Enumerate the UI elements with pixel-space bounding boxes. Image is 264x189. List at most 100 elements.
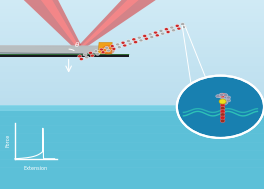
Bar — [0, 38, 264, 41]
Bar — [0, 44, 264, 47]
Bar — [0, 148, 264, 151]
Bar — [0, 136, 264, 139]
Circle shape — [117, 46, 121, 49]
Bar — [0, 145, 264, 148]
Bar — [0, 35, 264, 38]
Bar — [0, 170, 264, 173]
Bar — [0, 69, 264, 72]
Circle shape — [137, 36, 141, 39]
Circle shape — [116, 43, 120, 46]
Circle shape — [128, 42, 132, 45]
Bar — [0, 105, 264, 111]
Bar — [0, 88, 264, 91]
Circle shape — [99, 48, 103, 51]
Circle shape — [110, 45, 114, 47]
Bar — [0, 76, 264, 79]
Polygon shape — [41, 0, 81, 49]
Circle shape — [177, 76, 264, 138]
Bar — [0, 151, 264, 154]
Circle shape — [159, 29, 163, 32]
Circle shape — [88, 51, 92, 54]
Bar — [0, 129, 264, 132]
Circle shape — [219, 93, 224, 96]
Circle shape — [150, 36, 154, 39]
Circle shape — [155, 34, 159, 37]
Bar — [0, 186, 264, 189]
Bar — [0, 180, 264, 183]
Circle shape — [78, 55, 82, 58]
Bar — [0, 72, 264, 76]
Circle shape — [154, 31, 158, 34]
Bar — [0, 157, 264, 161]
Bar — [0, 54, 129, 57]
Bar — [0, 28, 264, 32]
Circle shape — [220, 119, 225, 122]
Circle shape — [226, 99, 230, 102]
Bar — [0, 22, 264, 25]
Bar — [0, 173, 264, 176]
Bar — [0, 79, 264, 82]
Circle shape — [224, 94, 228, 97]
Circle shape — [166, 31, 170, 33]
Bar — [0, 25, 264, 28]
Bar — [0, 19, 264, 22]
Bar — [0, 167, 264, 170]
Circle shape — [94, 50, 98, 53]
Circle shape — [175, 24, 179, 27]
Circle shape — [139, 39, 143, 42]
Bar — [0, 142, 264, 145]
Text: $\theta$: $\theta$ — [74, 40, 80, 49]
Circle shape — [172, 29, 176, 32]
Bar — [0, 113, 264, 117]
Circle shape — [220, 104, 225, 107]
Circle shape — [85, 56, 89, 59]
Bar — [0, 123, 264, 126]
Bar — [0, 107, 264, 110]
Circle shape — [121, 41, 125, 44]
Polygon shape — [0, 45, 111, 54]
Circle shape — [148, 33, 152, 36]
Polygon shape — [75, 0, 156, 49]
Bar — [0, 32, 264, 35]
Bar — [0, 94, 264, 98]
Circle shape — [220, 107, 225, 110]
Bar — [0, 66, 264, 69]
Circle shape — [102, 45, 115, 55]
Bar — [0, 6, 264, 9]
Bar — [0, 161, 264, 164]
Circle shape — [123, 44, 127, 47]
Circle shape — [112, 47, 116, 50]
Bar — [0, 120, 264, 123]
Bar — [0, 60, 264, 63]
Bar — [0, 154, 264, 157]
Circle shape — [134, 41, 138, 43]
Circle shape — [226, 96, 230, 99]
Circle shape — [177, 27, 181, 30]
Bar — [0, 16, 264, 19]
Polygon shape — [24, 0, 83, 49]
Circle shape — [220, 116, 225, 119]
Bar — [0, 13, 264, 16]
Text: Force: Force — [6, 134, 11, 147]
Bar — [0, 0, 264, 3]
Bar — [0, 104, 264, 107]
Polygon shape — [78, 0, 139, 49]
Bar — [0, 126, 264, 129]
Circle shape — [126, 40, 130, 43]
Bar — [0, 110, 264, 113]
Bar — [0, 164, 264, 167]
Bar — [0, 50, 264, 53]
Circle shape — [132, 38, 136, 41]
Bar — [0, 57, 264, 60]
Bar — [0, 101, 264, 104]
Bar — [0, 98, 264, 101]
Circle shape — [224, 101, 228, 104]
Circle shape — [161, 32, 165, 35]
Bar — [0, 47, 264, 50]
Bar — [0, 117, 264, 120]
Circle shape — [96, 53, 100, 55]
Circle shape — [219, 99, 226, 104]
Bar — [0, 91, 264, 94]
Bar — [0, 53, 264, 57]
Circle shape — [143, 35, 147, 37]
